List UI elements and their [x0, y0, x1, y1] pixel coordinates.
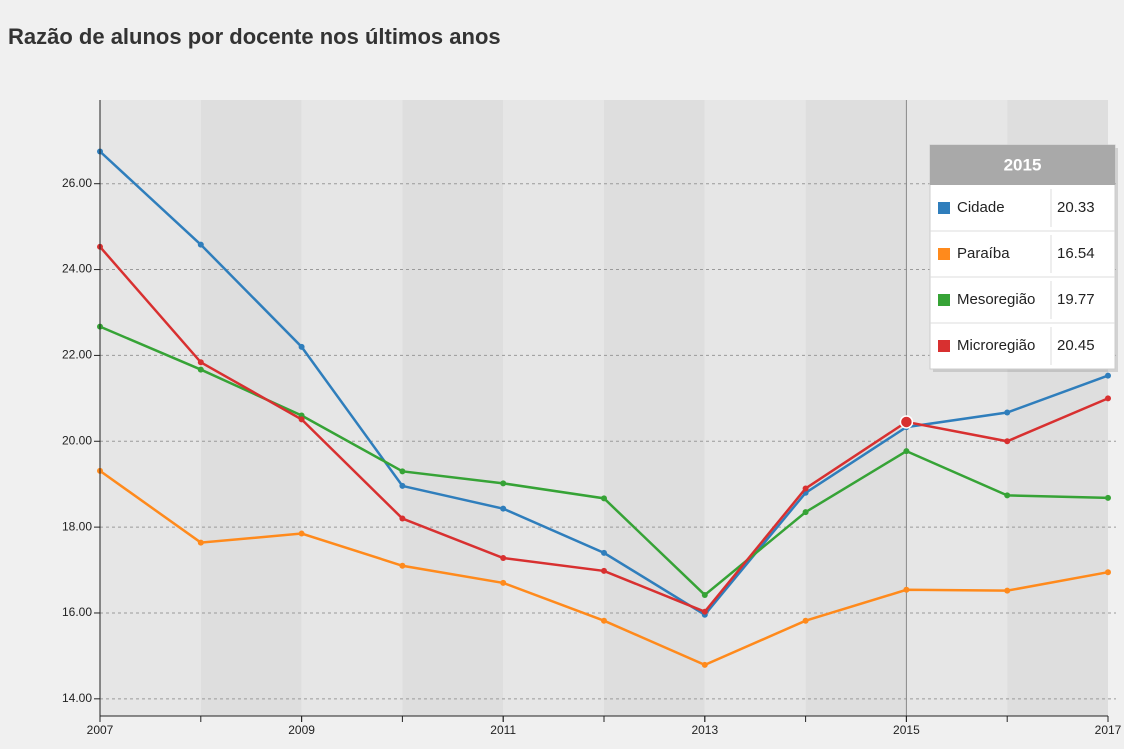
point [298, 416, 305, 423]
point [500, 480, 507, 487]
point [399, 562, 406, 569]
point [1004, 587, 1011, 594]
point [500, 579, 507, 586]
tooltip-value: 19.77 [1057, 291, 1095, 308]
point [500, 555, 507, 562]
point [399, 468, 406, 475]
y-tick-label: 16.00 [62, 605, 92, 619]
band [100, 100, 201, 716]
band [805, 100, 907, 716]
tooltip-value: 20.45 [1057, 337, 1095, 354]
x-tick-label: 2009 [288, 723, 315, 737]
point [903, 448, 910, 455]
point [701, 608, 708, 615]
point [701, 591, 708, 598]
tooltip-value: 16.54 [1057, 245, 1095, 262]
x-tick-label: 2017 [1095, 723, 1122, 737]
legend-label: Mesoregião [957, 291, 1035, 308]
point [903, 586, 910, 593]
x-tick-label: 2007 [87, 723, 114, 737]
legend-swatch [938, 294, 950, 306]
legend-label: Paraíba [957, 245, 1010, 262]
tooltip-header [930, 145, 1115, 185]
chart-title: Razão de alunos por docente nos últimos … [8, 24, 501, 49]
point [802, 485, 809, 492]
tooltip-value: 20.33 [1057, 199, 1095, 216]
y-tick-label: 24.00 [62, 262, 92, 276]
y-tick-label: 22.00 [62, 348, 92, 362]
x-tick-label: 2015 [893, 723, 920, 737]
point [298, 343, 305, 350]
legend-swatch [938, 248, 950, 260]
point [197, 366, 204, 373]
band [604, 100, 705, 716]
point [601, 549, 607, 556]
x-tick-label: 2011 [490, 723, 516, 737]
x-tick-label: 2013 [691, 723, 718, 737]
band [503, 100, 604, 716]
legend-swatch [938, 202, 950, 214]
point [802, 617, 809, 624]
band [402, 100, 504, 716]
point [601, 495, 607, 502]
point [701, 661, 708, 668]
point [399, 515, 406, 522]
point [899, 415, 914, 429]
point [197, 539, 204, 546]
legend-label: Microregião [957, 337, 1035, 354]
point [1004, 492, 1011, 499]
point [500, 505, 507, 512]
point [1105, 494, 1111, 501]
point [197, 359, 204, 366]
point [1105, 372, 1111, 379]
point [298, 530, 305, 537]
y-tick-label: 14.00 [62, 691, 92, 705]
point [601, 567, 607, 574]
point [399, 482, 406, 489]
point [1105, 395, 1111, 402]
legend-swatch [938, 340, 950, 352]
point [1105, 569, 1111, 576]
legend-label: Cidade [957, 199, 1005, 216]
tooltip-title: 2015 [1004, 155, 1042, 174]
band [704, 100, 806, 716]
y-tick-label: 20.00 [62, 433, 92, 447]
band [301, 100, 403, 716]
point [197, 241, 204, 248]
y-tick-label: 18.00 [62, 519, 92, 533]
point [1004, 409, 1011, 416]
y-tick-label: 26.00 [62, 176, 92, 190]
point [1004, 438, 1011, 445]
point [601, 617, 607, 624]
point [802, 509, 809, 516]
